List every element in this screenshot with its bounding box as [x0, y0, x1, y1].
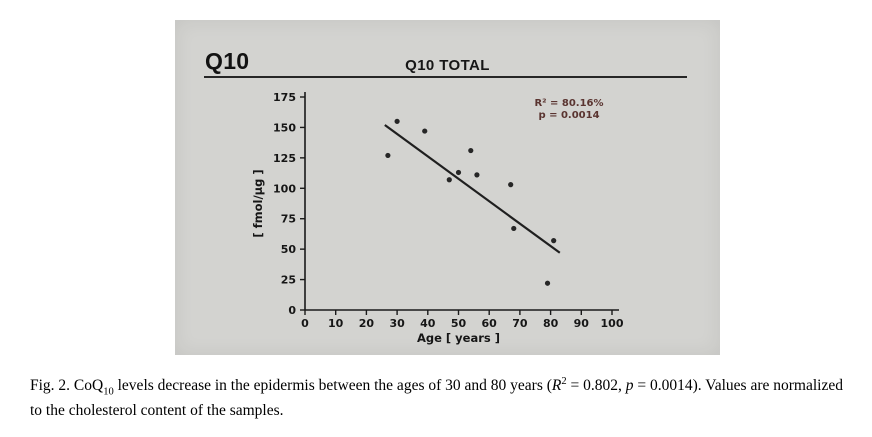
x-tick-label: 0 [301, 317, 309, 330]
y-tick-label: 125 [273, 152, 296, 165]
y-tick-label: 150 [273, 121, 296, 134]
figure-caption: Fig. 2. CoQ10 levels decrease in the epi… [30, 374, 844, 422]
x-tick-label: 70 [512, 317, 528, 330]
x-tick-label: 60 [482, 317, 498, 330]
x-tick-label: 80 [543, 317, 559, 330]
y-tick-label: 75 [281, 213, 296, 226]
scatter-point [385, 152, 391, 159]
x-tick-label: 100 [601, 317, 624, 330]
scatter-point [544, 280, 551, 286]
y-axis-label: [ fmol/µg ] [251, 169, 265, 237]
panel-label-q10: Q10 [205, 48, 250, 74]
scatter-point [508, 182, 514, 188]
x-tick-label: 40 [420, 317, 436, 330]
caption-segment: levels decrease in the epidermis between… [113, 377, 552, 395]
x-tick-label: 50 [451, 317, 467, 330]
x-axis-label: Age [ years ] [417, 331, 500, 345]
y-tick-label: 50 [281, 243, 297, 256]
scatter-point [551, 238, 557, 244]
scatter-point [468, 147, 474, 154]
figure-panel: Q10 Q10 TOTAL 0 25 50 75 100 125 150 175 0 10 20 30… [175, 20, 720, 355]
y-tick-label: 175 [273, 91, 296, 104]
caption-segment: R [551, 377, 562, 395]
annotation-text: R² = 80.16% [534, 98, 603, 109]
y-tick-label: 25 [281, 274, 296, 287]
chart-title: Q10 TOTAL [405, 57, 490, 74]
scatter-point [446, 177, 452, 183]
caption-segment: = 0.0014). Values are normalized to the … [30, 377, 843, 419]
scatter-point [511, 225, 517, 232]
y-tick-label: 100 [273, 182, 296, 195]
scatter-chart: 0 25 50 75 100 125 150 175 0 10 20 30 40 50 60 70 80 90 10… [251, 91, 624, 345]
scatter-point [474, 172, 480, 178]
scatter-point [394, 118, 400, 124]
caption-segment: 10 [103, 386, 114, 398]
caption-segment: Fig. 2. CoQ [30, 377, 104, 395]
annotation-text: p = 0.0014 [538, 110, 599, 121]
header-rule [204, 76, 687, 78]
trend-line [384, 124, 561, 254]
y-tick-label: 0 [288, 304, 296, 317]
caption-segment: = 0.802, [566, 377, 626, 395]
caption-segment: 2 [561, 376, 567, 387]
caption-segment: p [625, 377, 634, 395]
x-tick-label: 10 [328, 317, 344, 330]
scatter-point [455, 169, 462, 176]
x-tick-label: 90 [574, 317, 590, 330]
x-tick-label: 20 [359, 317, 375, 330]
x-tick-label: 30 [389, 317, 405, 330]
scatter-point [422, 128, 428, 134]
